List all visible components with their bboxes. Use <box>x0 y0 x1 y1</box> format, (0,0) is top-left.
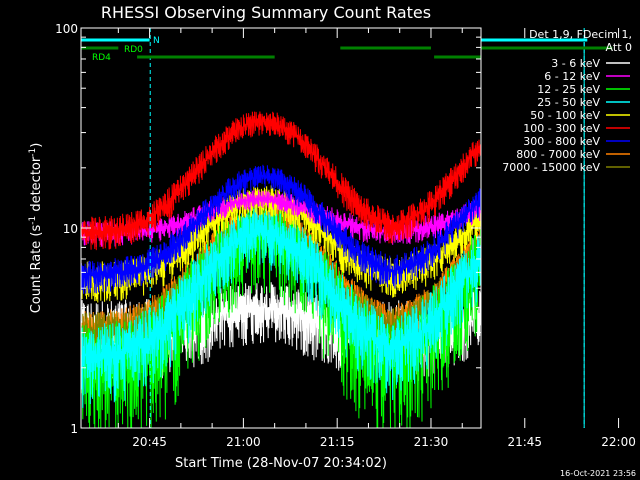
y-tick-label-10: 10 <box>63 222 78 236</box>
flag-label-rd4: RD4 <box>92 53 111 63</box>
legend-label-6: 100 - 300 keV <box>523 122 600 135</box>
series-300800kev <box>81 164 481 294</box>
legend-label-9: 7000 - 15000 keV <box>502 161 600 174</box>
legend-label-7: 300 - 800 keV <box>523 135 600 148</box>
y-tick-label-1: 1 <box>70 422 78 436</box>
x-tick-label-2200: 22:00 <box>601 435 636 449</box>
flag-label-rd0: RD0 <box>124 45 143 55</box>
legend-label-8: 800 - 7000 keV <box>516 148 600 161</box>
legend-header-line-2: Att 0 <box>606 41 632 54</box>
series-100300kev <box>81 111 481 251</box>
flag-label-n: N <box>153 36 160 46</box>
chart-title: RHESSI Observing Summary Count Rates <box>101 3 431 22</box>
x-tick-label-2115: 21:15 <box>320 435 355 449</box>
plot-axes: 1 10 100 20:45 21:00 21:15 21:30 21:45 22:00 <box>55 22 636 449</box>
x-tick-label-2045: 20:45 <box>132 435 167 449</box>
x-tick-label-2145: 21:45 <box>507 435 542 449</box>
legend-label-5: 50 - 100 keV <box>530 109 600 122</box>
y-tick-label-100: 100 <box>55 22 78 36</box>
x-axis-label: Start Time (28-Nov-07 20:34:02) <box>175 456 387 471</box>
x-tick-label-2130: 21:30 <box>414 435 449 449</box>
footer-timestamp: 16-Oct-2021 23:56 <box>560 469 636 478</box>
series-2550kev <box>81 206 481 408</box>
x-tick-label-2100: 21:00 <box>226 435 261 449</box>
legend-label-3: 12 - 25 keV <box>537 83 600 96</box>
legend-label-1: 3 - 6 keV <box>551 57 600 70</box>
observing-flags: N RD0 RD4 <box>81 28 613 428</box>
plot-area <box>81 111 481 428</box>
legend-header-line-1: Det 1,9, FDecim 1, <box>529 28 632 41</box>
y-axis-label: Count Rate (s-1 detector-1) <box>28 143 44 314</box>
legend-label-4: 25 - 50 keV <box>537 96 600 109</box>
legend-label-2: 6 - 12 keV <box>544 70 600 83</box>
